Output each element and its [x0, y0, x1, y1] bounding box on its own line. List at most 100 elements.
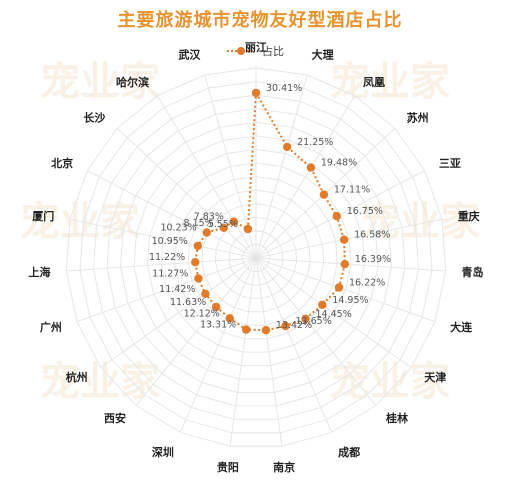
grid-ring	[79, 81, 433, 434]
data-label: 7.83%	[194, 212, 224, 223]
grid-spoke	[255, 257, 333, 433]
data-point	[301, 314, 310, 323]
watermark-text: 宠业家	[40, 59, 160, 105]
grid-ring	[106, 108, 406, 407]
category-label: 哈尔滨	[116, 75, 149, 89]
grid-spoke	[135, 257, 257, 406]
data-point	[201, 289, 210, 298]
category-label: 苏州	[407, 110, 429, 124]
category-label: 桂林	[385, 411, 408, 425]
data-label: 21.25%	[297, 137, 333, 148]
series-layer	[191, 88, 349, 335]
data-label: 16.22%	[349, 278, 385, 289]
data-label: 19.48%	[321, 158, 357, 169]
grid-spoke	[156, 95, 257, 259]
grid-ring	[228, 230, 284, 286]
data-label: 14.45%	[316, 309, 352, 320]
grid-spoke	[100, 257, 257, 369]
data-point	[334, 283, 344, 292]
grid-spoke	[255, 257, 283, 447]
grid-ring	[133, 135, 379, 380]
label-layer: 30.41% 21.25% 19.48% 17.11% 16.75% 16.58% 16.3…	[29, 40, 484, 474]
data-label: 30.41%	[266, 83, 302, 94]
data-label: 17.11%	[334, 185, 370, 196]
category-label: 广州	[40, 320, 62, 334]
grid-spoke	[66, 257, 257, 272]
data-point	[191, 258, 200, 267]
grid-spoke	[255, 74, 308, 259]
grid-spoke	[255, 218, 443, 259]
grid-ring	[92, 94, 420, 420]
legend-marker	[227, 47, 255, 55]
data-label: 11.27%	[152, 269, 188, 280]
data-point	[194, 274, 203, 283]
data-label: 11.22%	[149, 252, 185, 263]
radar-grid	[65, 67, 447, 447]
category-label: 武汉	[178, 48, 201, 62]
grid-spoke	[255, 95, 356, 259]
category-label: 杭州	[66, 370, 88, 384]
grid-spoke	[179, 257, 257, 433]
data-label: 16.75%	[347, 206, 383, 217]
grid-spoke	[87, 170, 257, 259]
data-label: 5.55%	[208, 219, 238, 230]
data-point	[318, 300, 327, 309]
data-point	[251, 88, 261, 98]
grid-ring	[241, 243, 271, 272]
category-label: 西安	[104, 411, 126, 425]
grid-spoke	[69, 218, 257, 259]
category-label: 成都	[338, 445, 360, 459]
grid-spoke	[255, 257, 412, 369]
grid-ring	[160, 162, 352, 353]
data-point	[242, 325, 251, 334]
grid-spoke	[116, 127, 257, 259]
grid-ring	[214, 216, 298, 299]
data-point	[193, 241, 202, 251]
grid-ring	[187, 189, 325, 326]
category-label: 南京	[273, 460, 295, 474]
data-point	[225, 314, 234, 323]
chart-title: 主要旅游城市宠物友好型酒店占比	[117, 10, 403, 31]
data-point	[319, 190, 329, 199]
legend-label: 占比	[262, 45, 284, 58]
data-label: 12.12%	[184, 308, 220, 319]
data-point	[281, 321, 290, 331]
data-label: 10.95%	[152, 236, 188, 247]
data-label: 14.95%	[332, 295, 368, 306]
category-label: 大理	[312, 48, 334, 62]
legend: 占比	[226, 43, 284, 59]
grid-spoke	[255, 257, 446, 272]
data-point	[202, 228, 211, 237]
data-point	[339, 235, 349, 244]
grid-ring	[147, 148, 365, 367]
data-label: 16.39%	[355, 254, 391, 265]
watermark-text: 宠业家	[330, 59, 450, 105]
watermark-text: 宠业家	[20, 199, 140, 245]
category-label: 凤凰	[363, 76, 385, 89]
data-label: 11.42%	[159, 284, 195, 295]
category-label: 厦门	[32, 209, 54, 223]
grid-ring	[120, 121, 392, 393]
category-label: 大连	[450, 320, 473, 334]
category-label: 重庆	[458, 209, 480, 223]
data-label: 13.42%	[276, 320, 312, 331]
data-point	[261, 326, 271, 335]
category-label: 丽江	[245, 40, 267, 54]
data-point	[212, 302, 221, 312]
grid-ring	[174, 176, 338, 340]
category-label: 三亚	[439, 157, 461, 170]
category-label: 北京	[51, 156, 73, 170]
data-point	[332, 212, 341, 221]
data-label: 16.58%	[354, 230, 390, 241]
data-point	[229, 217, 239, 226]
data-point	[282, 142, 292, 152]
grid-spoke	[255, 257, 436, 323]
category-label: 长沙	[83, 110, 105, 124]
category-label: 天津	[424, 370, 446, 384]
data-point	[219, 223, 228, 232]
watermark-text: 宠业家	[330, 359, 450, 405]
data-label: 8.15%	[184, 218, 214, 229]
grid-spoke	[229, 257, 257, 447]
grid-spoke	[76, 257, 257, 323]
